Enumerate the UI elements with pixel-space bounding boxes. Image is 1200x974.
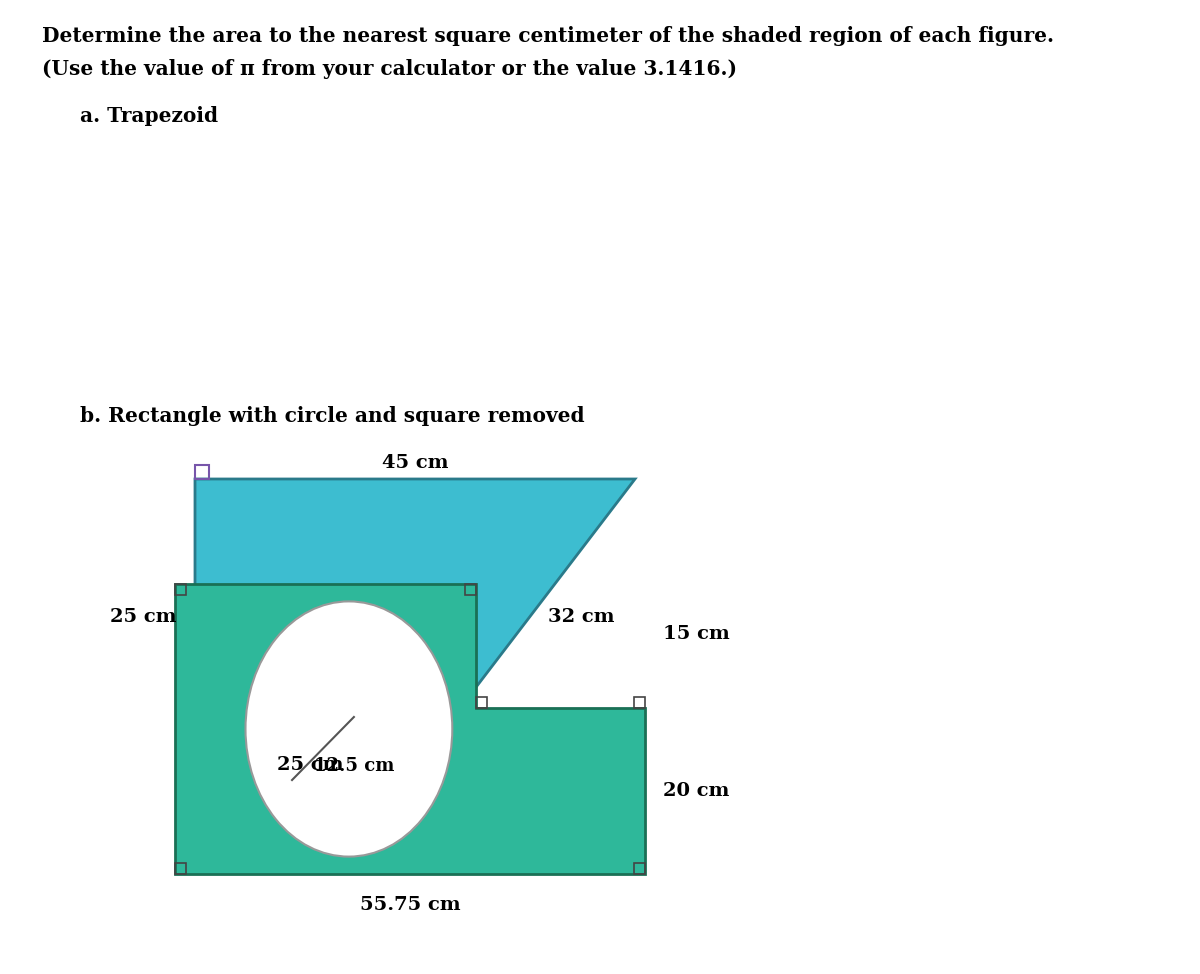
Text: (Use the value of π from your calculator or the value 3.1416.): (Use the value of π from your calculator… (42, 59, 737, 79)
Text: 25 cm: 25 cm (277, 756, 343, 774)
Polygon shape (175, 584, 646, 874)
Text: 20 cm: 20 cm (662, 782, 730, 801)
Text: 55.75 cm: 55.75 cm (360, 896, 461, 914)
Ellipse shape (246, 601, 452, 856)
Text: 32 cm: 32 cm (548, 608, 614, 625)
Text: Determine the area to the nearest square centimeter of the shaded region of each: Determine the area to the nearest square… (42, 26, 1054, 46)
Text: a. Trapezoid: a. Trapezoid (80, 106, 218, 126)
Text: b. Rectangle with circle and square removed: b. Rectangle with circle and square remo… (80, 406, 584, 426)
Text: 25 cm: 25 cm (110, 608, 178, 625)
Text: 12.5 cm: 12.5 cm (313, 757, 394, 775)
Text: 15 cm: 15 cm (662, 625, 730, 643)
Text: 45 cm: 45 cm (382, 454, 449, 472)
Polygon shape (194, 479, 635, 754)
